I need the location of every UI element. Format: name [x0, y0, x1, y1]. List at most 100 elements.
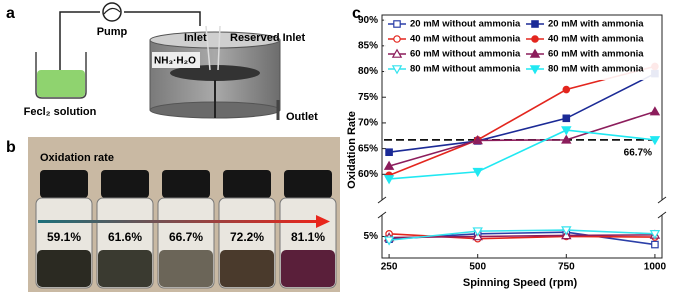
marker: [562, 85, 571, 94]
y-tick-label: 75%: [358, 92, 378, 103]
legend-label: 60 mM without ammonia: [410, 49, 521, 60]
inlet-tube: [205, 25, 211, 71]
panel-b: b Oxidation rate 59.1% 61.6% 66.7% 72.2% 81.…: [6, 137, 340, 292]
marker: [385, 148, 393, 157]
vial-label: 81.1%: [291, 230, 325, 244]
tube: [59, 11, 201, 90]
marker: [562, 114, 571, 123]
marker: [649, 136, 661, 146]
panel-letter: b: [6, 139, 16, 156]
legend-label: 80 mM with ammonia: [548, 64, 644, 75]
arrow-head: [316, 215, 330, 228]
series-line: [388, 110, 656, 167]
vial-label: 59.1%: [47, 230, 81, 244]
vial-cap: [223, 170, 271, 198]
legend-label: 20 mM without ammonia: [410, 19, 521, 30]
legend-label: 40 mM without ammonia: [410, 34, 521, 45]
legend-label: 40 mM with ammonia: [548, 34, 644, 45]
chart: c Oxidation Rate Spinning Speed (rpm) 5%…: [346, 5, 667, 289]
vial-cap: [162, 170, 210, 198]
photo-title: Oxidation rate: [40, 152, 114, 164]
axis-break: [377, 196, 387, 219]
vial-label: 66.7%: [169, 230, 203, 244]
marker: [472, 134, 483, 145]
legend-marker: [531, 35, 539, 43]
pump-icon: [103, 7, 121, 15]
marker: [383, 236, 395, 246]
vial-label: 72.2%: [230, 230, 264, 244]
vial-liquid: [98, 250, 152, 287]
legend-marker: [391, 65, 403, 75]
marker: [649, 106, 661, 116]
spinning-disk: [170, 65, 260, 81]
solution: [37, 70, 85, 97]
panel-letter: c: [352, 5, 361, 22]
x-tick-label: 500: [469, 262, 486, 273]
label: Pump: [97, 26, 128, 38]
legend-label: 80 mM without ammonia: [410, 64, 521, 75]
vial-liquid: [37, 250, 91, 287]
label: Inlet: [184, 32, 207, 44]
panel-letter: a: [6, 5, 15, 22]
x-axis-label: Spinning Speed (rpm): [463, 277, 578, 289]
label: Reserved Inlet: [230, 32, 306, 44]
panel-a: a Pump Fecl₂ solution Inlet Reserved Inl…: [6, 2, 318, 123]
x-tick-label: 250: [381, 262, 398, 273]
marker: [561, 126, 572, 136]
vial-label: 61.6%: [108, 230, 142, 244]
series-line: [388, 65, 656, 177]
legend-label: 20 mM with ammonia: [548, 19, 644, 30]
beaker: [35, 52, 87, 99]
series-line: [388, 72, 656, 154]
axis-break: [657, 196, 667, 219]
reagent-box: [152, 52, 200, 68]
vial-liquid: [281, 250, 335, 287]
reactor-top: [149, 31, 281, 49]
y-axis-label: Oxidation Rate: [346, 111, 358, 189]
legend-marker: [393, 35, 401, 43]
legend-label: 60 mM with ammonia: [548, 49, 644, 60]
inlet-tube: [217, 25, 221, 71]
y-tick-label: 65%: [358, 143, 378, 154]
pump: [102, 2, 122, 22]
x-tick-label: 1000: [644, 262, 667, 273]
arrow-shaft: [38, 220, 318, 223]
marker: [561, 134, 572, 144]
series-line: [389, 234, 655, 239]
reference-label: 66.7%: [624, 148, 652, 159]
marker: [383, 160, 395, 170]
marker: [561, 226, 572, 236]
marker: [472, 227, 483, 237]
marker: [383, 175, 395, 185]
label: Outlet: [286, 111, 318, 123]
y-tick-label: 70%: [358, 118, 378, 129]
y-tick-label: 85%: [358, 40, 378, 51]
marker: [472, 167, 483, 178]
vial-liquid: [159, 250, 213, 287]
y-tick-label: 5%: [364, 231, 379, 242]
legend-box: [384, 16, 660, 80]
label: NH₃·H₂O: [154, 56, 196, 67]
x-tick-label: 750: [558, 262, 575, 273]
axis-frame: [381, 14, 663, 200]
series-line: [389, 129, 655, 180]
vial-cap: [101, 170, 149, 198]
vial-cap: [284, 170, 332, 198]
series-line: [389, 229, 655, 242]
series-line: [389, 231, 656, 246]
legend-marker: [529, 65, 541, 75]
legend-marker: [531, 20, 539, 28]
legend-marker: [529, 48, 541, 58]
y-tick-label: 90%: [358, 15, 378, 26]
legend-marker: [391, 48, 403, 58]
legend-marker: [393, 20, 401, 28]
vial-cap: [40, 170, 88, 198]
marker: [649, 230, 661, 240]
y-tick-label: 80%: [358, 66, 378, 77]
label: Fecl₂ solution: [24, 106, 97, 118]
y-tick-label: 60%: [358, 169, 378, 180]
vial-liquid: [220, 250, 274, 287]
marker: [651, 240, 659, 249]
